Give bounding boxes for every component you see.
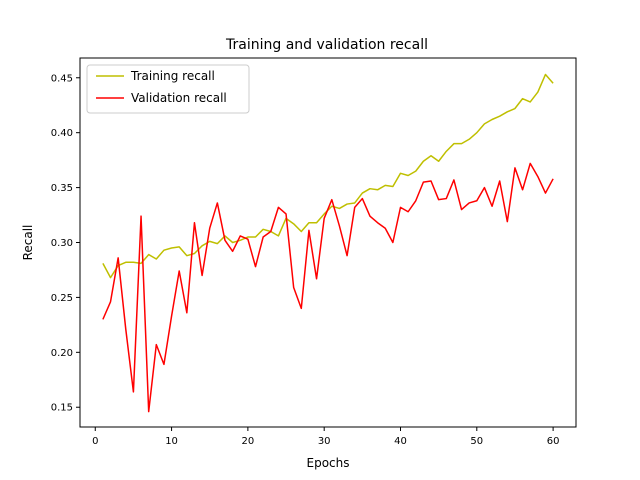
legend-label-training: Training recall — [130, 69, 215, 83]
x-tick-label: 30 — [318, 436, 331, 447]
x-tick-label: 20 — [242, 436, 255, 447]
y-tick-label: 0.30 — [51, 238, 73, 249]
legend: Training recall Validation recall — [86, 64, 250, 114]
x-tick-label: 0 — [92, 436, 98, 447]
y-tick-label: 0.15 — [51, 403, 73, 414]
series-layer — [102, 73, 554, 413]
x-tick-label: 10 — [165, 436, 178, 447]
y-tick-label: 0.25 — [51, 293, 73, 304]
x-axis-ticks: 0 10 20 30 40 50 60 — [92, 427, 559, 447]
y-tick-label: 0.20 — [51, 348, 73, 359]
x-axis-label: Epochs — [307, 456, 350, 470]
y-tick-label: 0.45 — [51, 73, 73, 84]
x-tick-label: 50 — [470, 436, 483, 447]
legend-label-validation: Validation recall — [131, 91, 227, 105]
legend-box — [86, 64, 250, 114]
x-tick-label: 40 — [394, 436, 407, 447]
y-axis-ticks: 0.15 0.20 0.25 0.30 0.35 0.40 0.45 — [51, 73, 80, 414]
y-tick-label: 0.35 — [51, 183, 73, 194]
x-tick-label: 60 — [547, 436, 560, 447]
chart-title: Training and validation recall — [225, 37, 428, 53]
y-axis-label: Recall — [21, 225, 35, 261]
y-tick-label: 0.40 — [51, 128, 73, 139]
series-line-validation-recall — [102, 162, 554, 413]
